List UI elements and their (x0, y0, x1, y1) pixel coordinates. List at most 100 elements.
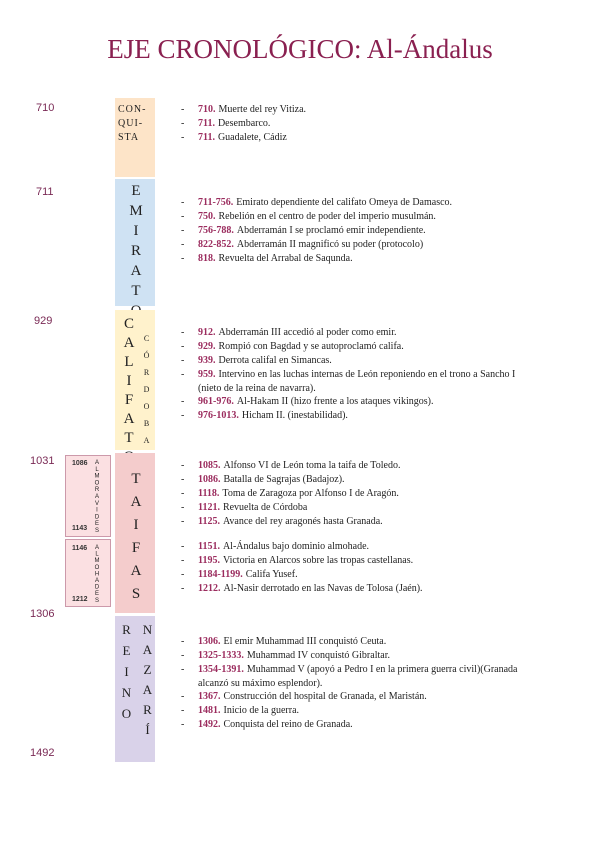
event-date: 1085. (198, 460, 221, 471)
year: 1306 (30, 608, 55, 620)
event-text: Inicio de la guerra. (223, 705, 300, 716)
event-text: Derrota califal en Simancas. (218, 355, 332, 366)
period-label: STA (118, 132, 140, 143)
bullet: - (181, 516, 185, 527)
period-box: CALIFATO CÓRDOBA (115, 310, 155, 468)
year: 1492 (30, 747, 55, 759)
event-date: 961-976. (198, 396, 234, 407)
event-text: Toma de Zaragoza por Alfonso I de Aragón… (222, 488, 399, 499)
period-box: TAIFAS (115, 453, 155, 613)
event-text: Muhammad V (apoyó a Pedro I en la primer… (198, 664, 518, 689)
bullet: - (181, 719, 185, 730)
event-date: 1212. (198, 583, 221, 594)
event: - 1086. Batalla de Sagrajas (Badajoz). (181, 473, 531, 487)
bullet: - (181, 341, 185, 352)
period-sublabel: NAZARÍ (140, 622, 155, 742)
event-text: Desembarco. (217, 118, 271, 129)
event-text: Avance del rey aragonés hasta Granada. (222, 516, 383, 527)
event: - 1325-1333. Muhammad IV conquistó Gibralt… (181, 649, 531, 663)
event-text: Hicham II. (inestabilidad). (241, 410, 348, 421)
title: EJE CRONOLÓGICO: Al-Ándalus (107, 34, 493, 64)
bullet: - (181, 253, 185, 264)
event-date: 929. (198, 341, 216, 352)
bullet: - (181, 636, 185, 647)
event: - 818. Revuelta del Arrabal de Saqunda. (181, 252, 531, 266)
event: - 1481. Inicio de la guerra. (181, 704, 531, 718)
event-text: Califa Yusef. (245, 569, 298, 580)
bullet: - (181, 225, 185, 236)
period-sublabel: CÓRDOBA (142, 334, 151, 453)
event-text: Muerte del rey Vitiza. (218, 104, 307, 115)
event: - 961-976. Al-Hakam II (hizo frente a los … (181, 395, 531, 409)
event-text: Al-Hakam II (hizo frente a los ataques v… (236, 396, 434, 407)
period-box: CON- QUI- STA (115, 98, 155, 177)
event-text: El emir Muhammad III conquistó Ceuta. (223, 636, 387, 647)
event-text: Abderramán III accedió al poder como emi… (218, 327, 397, 338)
bullet: - (181, 541, 185, 552)
bullet: - (181, 555, 185, 566)
period-label: CON- (118, 104, 147, 115)
event-text: Abderramán I se proclamó emir independie… (236, 225, 426, 236)
event-date: 976-1013. (198, 410, 239, 421)
event: - 929. Rompió con Bagdad y se autoproclamó… (181, 340, 531, 354)
event: - 1085. Alfonso VI de León toma la taifa d… (181, 459, 531, 473)
event-date: 711. (198, 118, 215, 129)
event-date: 711. (198, 132, 215, 143)
dynasty-end: 1143 (72, 525, 88, 532)
event: - 1118. Toma de Zaragoza por Alfonso I de … (181, 487, 531, 501)
event-text: Abderramán II magnificó su poder (protoc… (236, 239, 424, 250)
dynasty-label: ALMOHADES (94, 545, 100, 605)
year: 1031 (30, 455, 55, 467)
event: - 1492. Conquista del reino de Granada. (181, 718, 531, 732)
event-text: Al-Ándalus bajo dominio almohade. (222, 541, 370, 552)
event-date: 1125. (198, 516, 220, 527)
event: - 1195. Victoria en Alarcos sobre las trop… (181, 554, 531, 568)
event: - 710. Muerte del rey Vitiza. (181, 103, 531, 117)
event-date: 959. (198, 369, 216, 380)
period-label: REINO (119, 622, 134, 727)
period-label: CALIFATO (121, 316, 137, 468)
dynasty-end: 1212 (72, 596, 88, 603)
bullet: - (181, 664, 185, 675)
event-date: 822-852. (198, 239, 234, 250)
bullet: - (181, 569, 185, 580)
event-text: Batalla de Sagrajas (Badajoz). (223, 474, 345, 485)
bullet: - (181, 650, 185, 661)
bullet: - (181, 239, 185, 250)
event: - 959. Intervino en las luchas internas de… (181, 368, 531, 395)
event-text: Rompió con Bagdad y se autoproclamó cali… (218, 341, 404, 352)
event-date: 1367. (198, 691, 221, 702)
event: - 976-1013. Hicham II. (inestabilidad). (181, 409, 531, 423)
year: 711 (36, 186, 54, 198)
event: - 912. Abderramán III accedió al poder com… (181, 326, 531, 340)
event-date: 818. (198, 253, 216, 264)
event-date: 1481. (198, 705, 221, 716)
event: - 711. Desembarco. (181, 117, 531, 131)
period-label: TAIFAS (128, 471, 144, 609)
bullet: - (181, 691, 185, 702)
period-label: EMIRATO (128, 183, 144, 323)
event-date: 1118. (198, 488, 220, 499)
bullet: - (181, 583, 185, 594)
event-date: 1086. (198, 474, 221, 485)
period-box: EMIRATO (115, 179, 155, 323)
bullet: - (181, 474, 185, 485)
event-text: Muhammad IV conquistó Gibraltar. (246, 650, 390, 661)
year: 710 (36, 102, 55, 114)
bullet: - (181, 460, 185, 471)
event: - 1184-1199. Califa Yusef. (181, 568, 531, 582)
event-text: Intervino en las luchas internas de León… (198, 369, 516, 394)
event: - 1306. El emir Muhammad III conquistó Ceu… (181, 635, 531, 649)
event-date: 1151. (198, 541, 220, 552)
event-date: 756-788. (198, 225, 234, 236)
event: - 1151. Al-Ándalus bajo dominio almohade. (181, 540, 531, 554)
bullet: - (181, 197, 185, 208)
event-text: Alfonso VI de León toma la taifa de Tole… (223, 460, 401, 471)
event-date: 939. (198, 355, 216, 366)
bullet: - (181, 502, 185, 513)
event-date: 750. (198, 211, 216, 222)
event-date: 1492. (198, 719, 221, 730)
bullet: - (181, 211, 185, 222)
event-text: Emirato dependiente del califato Omeya d… (236, 197, 453, 208)
event-date: 1325-1333. (198, 650, 244, 661)
